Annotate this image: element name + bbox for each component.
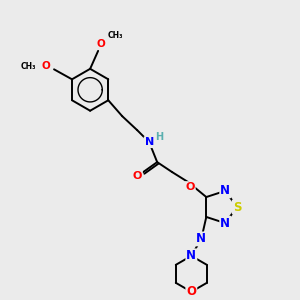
Text: CH₃: CH₃	[20, 62, 36, 71]
Text: O: O	[42, 61, 50, 71]
Text: O: O	[133, 171, 142, 181]
Text: N: N	[196, 232, 206, 245]
Text: N: N	[186, 249, 196, 262]
Text: O: O	[185, 182, 195, 192]
Text: O: O	[186, 285, 196, 298]
Text: N: N	[145, 137, 154, 147]
Text: CH₃: CH₃	[108, 32, 124, 40]
Text: H: H	[155, 132, 163, 142]
Text: N: N	[220, 217, 230, 230]
Text: O: O	[97, 39, 106, 49]
Text: S: S	[233, 200, 241, 214]
Text: N: N	[220, 184, 230, 197]
